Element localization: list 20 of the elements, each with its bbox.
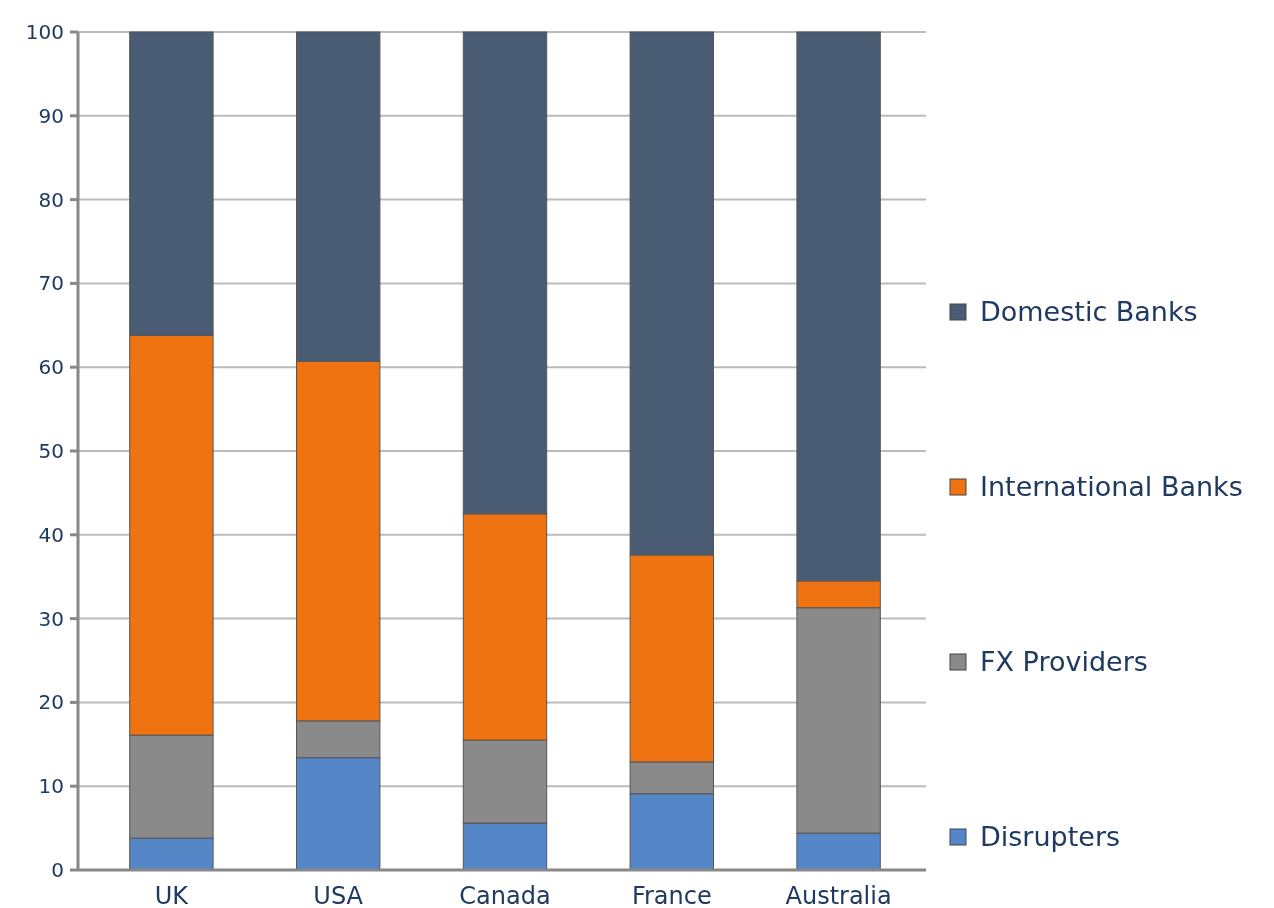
legend-label: FX Providers <box>980 646 1148 678</box>
y-tick-label: 0 <box>51 858 64 882</box>
legend-label: Domestic Banks <box>980 296 1198 328</box>
y-tick-label: 20 <box>38 690 64 715</box>
legend-label: International Banks <box>980 471 1243 503</box>
x-tick-label: UK <box>154 882 190 908</box>
y-tick-label: 60 <box>38 355 64 380</box>
x-tick-label: Australia <box>785 882 892 908</box>
legend-label: Disrupters <box>980 821 1121 853</box>
y-tick-label: 70 <box>38 271 64 296</box>
y-tick-label: 50 <box>38 439 64 463</box>
y-tick-label: 10 <box>38 774 64 799</box>
x-tick-label: Canada <box>459 882 551 908</box>
x-tick-label: France <box>631 882 712 908</box>
y-tick-label: 30 <box>38 606 64 631</box>
y-tick-label: 40 <box>38 522 64 547</box>
y-tick-label: 80 <box>38 187 64 212</box>
y-tick-label: 90 <box>38 103 64 128</box>
x-tick-label: USA <box>313 882 364 908</box>
y-tick-label: 100 <box>25 20 64 44</box>
